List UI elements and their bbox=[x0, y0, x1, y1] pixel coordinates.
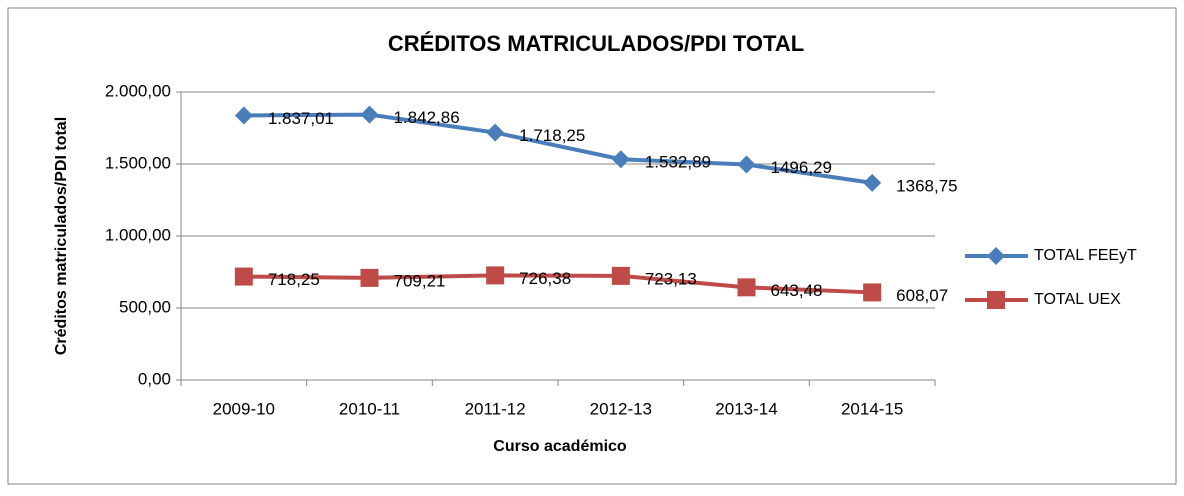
data-point bbox=[486, 266, 505, 285]
y-tick-label: 0,00 bbox=[138, 369, 171, 388]
data-point bbox=[863, 173, 882, 192]
x-tick-label: 2011-12 bbox=[465, 399, 526, 418]
data-point bbox=[611, 266, 630, 285]
x-tick-label: 2014-15 bbox=[841, 399, 903, 418]
data-label: 718,25 bbox=[268, 270, 320, 289]
data-label: 1.718,25 bbox=[519, 126, 585, 145]
series-line bbox=[243, 112, 873, 185]
data-label: 643,48 bbox=[771, 281, 823, 300]
chart-title: CRÉDITOS MATRICULADOS/PDI TOTAL bbox=[388, 31, 804, 56]
x-axis-label: Curso académico bbox=[493, 438, 627, 455]
data-label: 726,38 bbox=[519, 269, 571, 288]
data-point bbox=[863, 283, 882, 302]
legend-label: TOTAL FEEyT bbox=[1034, 247, 1137, 264]
y-tick-label: 500,00 bbox=[119, 297, 171, 316]
y-tick-label: 2.000,00 bbox=[105, 81, 171, 100]
data-label: 1.842,86 bbox=[394, 108, 460, 127]
data-point bbox=[737, 278, 756, 297]
x-tick-label: 2012-13 bbox=[590, 399, 652, 418]
x-tick-label: 2009-10 bbox=[213, 399, 275, 418]
data-point bbox=[234, 106, 253, 125]
chart-frame bbox=[7, 7, 1177, 485]
data-label: 709,21 bbox=[394, 271, 446, 290]
y-axis-label: Créditos matriculados/PDI total bbox=[53, 117, 70, 355]
data-label: 1.837,01 bbox=[268, 109, 334, 128]
data-point bbox=[611, 150, 630, 169]
legend-marker bbox=[987, 291, 1005, 309]
data-point bbox=[360, 105, 379, 124]
data-point bbox=[234, 267, 253, 286]
y-tick-label: 1.000,00 bbox=[105, 225, 171, 244]
data-label: 1.532,89 bbox=[645, 153, 711, 172]
legend-label: TOTAL UEX bbox=[1034, 291, 1121, 308]
data-label: 608,07 bbox=[896, 286, 948, 305]
x-tick-label: 2010-11 bbox=[339, 399, 400, 418]
data-point bbox=[360, 268, 379, 287]
data-point bbox=[737, 155, 756, 174]
data-label: 723,13 bbox=[645, 269, 697, 288]
data-point bbox=[486, 123, 505, 142]
data-label: 1496,29 bbox=[771, 158, 832, 177]
x-tick-label: 2013-14 bbox=[715, 399, 777, 418]
y-tick-label: 1.500,00 bbox=[105, 153, 171, 172]
series-line bbox=[243, 273, 873, 295]
legend-marker bbox=[987, 247, 1005, 265]
data-label: 1368,75 bbox=[896, 176, 957, 195]
